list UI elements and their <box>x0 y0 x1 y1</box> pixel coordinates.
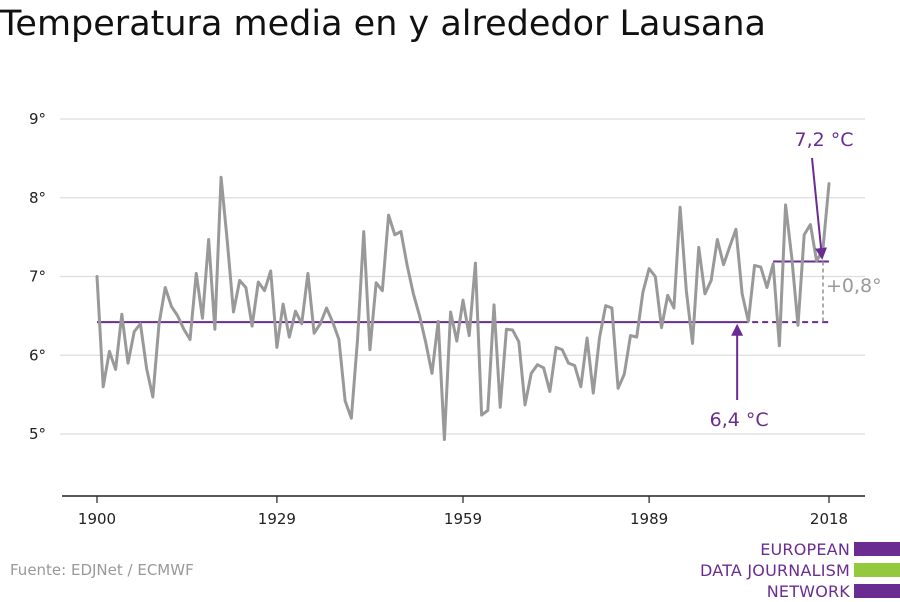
baseline-label: 6,4 °C <box>710 409 769 431</box>
annotation-layer: 6,4 °C 7,2 °C +0,8° <box>710 129 882 431</box>
temperature-series-line <box>95 175 831 442</box>
line-layer <box>95 175 831 442</box>
y-tick-label: 5° <box>29 425 46 443</box>
logo-text-1: EUROPEAN <box>760 540 850 559</box>
y-tick-label: 9° <box>29 110 46 128</box>
logo-bar-3-icon <box>854 584 900 598</box>
logo-bar-2-icon <box>854 563 900 577</box>
y-tick-label: 6° <box>29 346 46 364</box>
grid-layer <box>60 118 865 435</box>
logo-text-3: NETWORK <box>766 582 850 601</box>
recent-arrow <box>811 157 828 260</box>
y-tick-label: 8° <box>29 189 46 207</box>
chart-title: Temperatura media en y alrededor Lausana <box>0 4 767 44</box>
x-tick-label: 2018 <box>810 510 848 528</box>
x-tick-label: 1929 <box>258 510 296 528</box>
x-tick-label: 1959 <box>444 510 482 528</box>
recent-label: 7,2 °C <box>794 129 853 151</box>
y-tick-label: 7° <box>29 268 46 286</box>
difference-label: +0,8° <box>826 275 882 297</box>
logo-bar-1-icon <box>854 542 900 556</box>
axis-layer: 5° 6° 7° 8° 9° 1900 1929 1959 1989 2018 <box>29 110 865 528</box>
x-tick-label: 1900 <box>78 510 116 528</box>
source-note: Fuente: EDJNet / ECMWF <box>10 561 194 579</box>
x-tick-label: 1989 <box>630 510 668 528</box>
logo-text-2: DATA JOURNALISM <box>700 561 850 580</box>
